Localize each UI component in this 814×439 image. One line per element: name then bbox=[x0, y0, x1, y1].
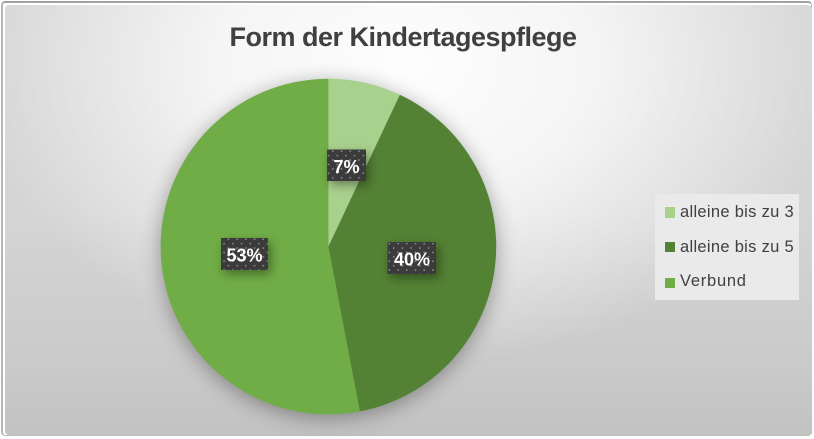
svg-text:7%: 7% bbox=[333, 157, 359, 177]
svg-text:53%: 53% bbox=[226, 246, 262, 266]
svg-text:40%: 40% bbox=[394, 250, 430, 270]
